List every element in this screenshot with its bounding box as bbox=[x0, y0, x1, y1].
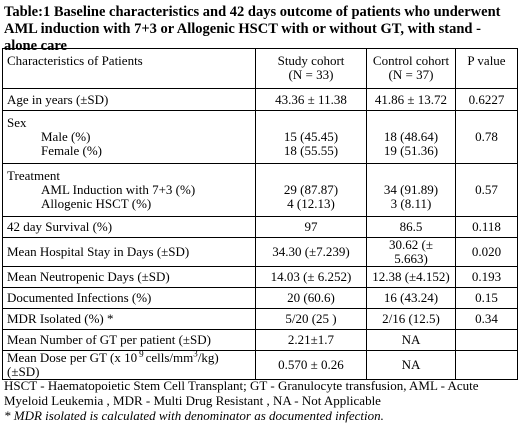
superscript: 9 bbox=[139, 348, 144, 359]
cell: 29 (87.87) 4 (12.13) bbox=[255, 163, 367, 217]
cell: 0.118 bbox=[455, 216, 518, 238]
group-label: Sex bbox=[7, 115, 27, 130]
cell: NA bbox=[366, 329, 456, 351]
cell: 0.6227 bbox=[455, 88, 518, 111]
cell: 15 (45.45) 18 (55.55) bbox=[255, 110, 367, 164]
value: 34 (91.89) bbox=[383, 182, 439, 197]
header-line: Study cohort bbox=[277, 53, 345, 68]
row: Age in years (±SD) 43.36 ± 11.38 41.86 ±… bbox=[2, 88, 518, 111]
cell: 18 (48.64) 19 (51.36) bbox=[366, 110, 456, 164]
row-label: MDR Isolated (%) * bbox=[2, 308, 256, 330]
cell: 0.34 bbox=[455, 308, 518, 330]
value: 19 (51.36) bbox=[383, 143, 439, 158]
footnote: HSCT - Haematopoietic Stem Cell Transpla… bbox=[4, 378, 479, 408]
header-cell: Characteristics of Patients bbox=[2, 48, 256, 89]
row-label: Documented Infections (%) bbox=[2, 287, 256, 309]
row-label: 42 day Survival (%) bbox=[2, 216, 256, 238]
row-label: Mean Number of GT per patient (±SD) bbox=[2, 329, 256, 351]
row: Documented Infections (%) 20 (60.6) 16 (43… bbox=[2, 287, 518, 309]
cell: 0.020 bbox=[455, 237, 518, 267]
header-line: (N = 33) bbox=[288, 67, 334, 82]
header-line: (N = 37) bbox=[388, 67, 434, 82]
header-row: Characteristics of Patients Study cohort… bbox=[2, 48, 518, 89]
sub-label: Male (%) bbox=[41, 129, 91, 144]
footnote: * MDR isolated is calculated with denomi… bbox=[4, 408, 384, 423]
cell: 34.30 (±7.239) bbox=[255, 237, 367, 267]
row: Treatment AML Induction with 7+3 (%) All… bbox=[2, 163, 518, 217]
row-label: Mean Neutropenic Days (±SD) bbox=[2, 266, 256, 288]
cell: 30.62 (± 5.663) bbox=[366, 237, 456, 267]
value: 3 (8.11) bbox=[390, 196, 432, 211]
sub-label: Allogenic HSCT (%) bbox=[41, 196, 152, 211]
cell: 0.78 bbox=[455, 110, 518, 164]
cell: 0.193 bbox=[455, 266, 518, 288]
data-table: Characteristics of Patients Study cohort… bbox=[2, 48, 518, 380]
row-label: Mean Hospital Stay in Days (±SD) bbox=[2, 237, 256, 267]
cell: 34 (91.89) 3 (8.11) bbox=[366, 163, 456, 217]
cell bbox=[455, 329, 518, 351]
row: MDR Isolated (%) * 5/20 (25 ) 2/16 (12.5) 0… bbox=[2, 308, 518, 330]
cell: 86.5 bbox=[366, 216, 456, 238]
header-line: Control cohort bbox=[372, 53, 450, 68]
cell bbox=[455, 350, 518, 380]
header-cell: P value bbox=[455, 48, 518, 89]
value: 18 (55.55) bbox=[283, 143, 339, 158]
header-cell: Control cohort (N = 37) bbox=[366, 48, 456, 89]
value: 18 (48.64) bbox=[383, 129, 439, 144]
cell: 2/16 (12.5) bbox=[366, 308, 456, 330]
value: 15 (45.45) bbox=[283, 129, 339, 144]
group-label: Treatment bbox=[7, 168, 60, 183]
sub-label: Female (%) bbox=[41, 143, 103, 158]
row: 42 day Survival (%) 97 86.5 0.118 bbox=[2, 216, 518, 238]
cell: 5/20 (25 ) bbox=[255, 308, 367, 330]
cell: 16 (43.24) bbox=[366, 287, 456, 309]
cell: 97 bbox=[255, 216, 367, 238]
row-label: Treatment AML Induction with 7+3 (%) All… bbox=[2, 163, 256, 217]
row: Mean Dose per GT (x 10 9 cells/mm3/kg) (±S… bbox=[2, 348, 518, 380]
cell: 12.38 (±4.152) bbox=[366, 266, 456, 288]
label-part: cells/mm bbox=[145, 350, 194, 365]
row: Sex Male (%) Female (%) 15 (45.45) 18 (55… bbox=[2, 110, 518, 164]
row: Mean Hospital Stay in Days (±SD) 34.30 (±… bbox=[2, 237, 518, 267]
sub-label: AML Induction with 7+3 (%) bbox=[41, 182, 196, 197]
row-label: Sex Male (%) Female (%) bbox=[2, 110, 256, 164]
label-part: Mean Dose per GT (x 10 bbox=[7, 350, 138, 365]
row: Mean Number of GT per patient (±SD) 2.21±… bbox=[2, 329, 518, 351]
cell: 20 (60.6) bbox=[255, 287, 367, 309]
cell: 0.15 bbox=[455, 287, 518, 309]
superscript: 3 bbox=[193, 348, 198, 359]
cell: 0.57 bbox=[455, 163, 518, 217]
value: 29 (87.87) bbox=[283, 182, 339, 197]
footnotes: HSCT - Haematopoietic Stem Cell Transpla… bbox=[4, 378, 516, 423]
cell: 2.21±1.7 bbox=[255, 329, 367, 351]
cell: 14.03 (± 6.252) bbox=[255, 266, 367, 288]
label-part: /kg) (±SD) bbox=[7, 350, 219, 379]
row: Mean Neutropenic Days (±SD) 14.03 (± 6.25… bbox=[2, 266, 518, 288]
cell: 41.86 ± 13.72 bbox=[366, 88, 456, 111]
value: 4 (12.13) bbox=[287, 196, 335, 211]
row-label: Mean Dose per GT (x 10 9 cells/mm3/kg) (±S… bbox=[2, 348, 256, 380]
cell: NA bbox=[366, 350, 456, 380]
row-label: Age in years (±SD) bbox=[2, 88, 256, 111]
header-cell: Study cohort (N = 33) bbox=[255, 48, 367, 89]
cell: 43.36 ± 11.38 bbox=[255, 88, 367, 111]
cell: 0.570 ± 0.26 bbox=[255, 350, 367, 380]
